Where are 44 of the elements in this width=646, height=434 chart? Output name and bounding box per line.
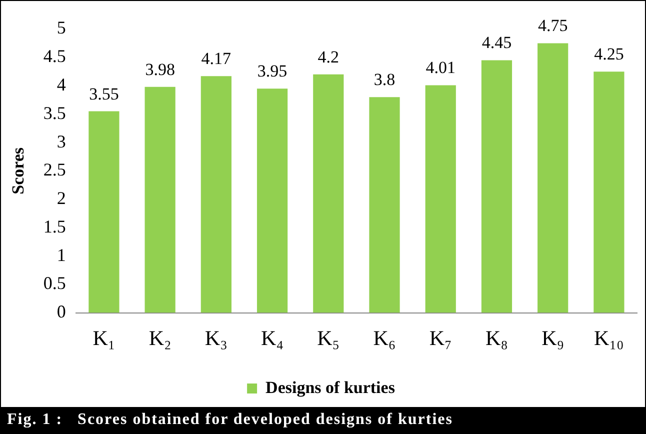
x-tick-label: K₁ <box>92 326 116 350</box>
y-tick-label: 4.5 <box>43 46 66 66</box>
data-label: 3.95 <box>257 62 288 81</box>
data-label: 4.17 <box>201 49 232 68</box>
bar <box>256 88 288 313</box>
x-tick-label: K₃ <box>204 326 228 350</box>
data-label: 4.25 <box>594 44 624 64</box>
data-label: 3.98 <box>145 60 175 79</box>
bar <box>313 74 344 313</box>
x-tick-label: K₅ <box>317 326 340 350</box>
x-tick-label: K₈ <box>485 326 508 350</box>
data-label: 4.2 <box>318 47 340 66</box>
y-tick-label: 5 <box>56 18 66 38</box>
x-tick-label: K₁₀ <box>594 326 624 350</box>
bar <box>369 97 400 313</box>
y-tick-label: 1 <box>56 244 66 265</box>
y-tick-label: 4 <box>56 74 66 94</box>
y-tick-label: 1.5 <box>43 216 66 236</box>
x-tick-label: K₆ <box>373 326 396 350</box>
x-tick-label: K₄ <box>261 326 284 350</box>
y-tick-label: 0 <box>56 302 66 322</box>
x-tick-label: K₉ <box>542 326 564 350</box>
y-tick-label: 0.5 <box>43 273 66 294</box>
x-tick-label: K₂ <box>148 326 172 350</box>
data-label: 3.8 <box>374 70 396 90</box>
y-axis-title: Scores <box>8 147 28 194</box>
bar <box>425 85 456 313</box>
data-label: 4.75 <box>538 16 568 36</box>
caption: Fig. 1 : Scores obtained for developed designs of kurties <box>1 407 645 433</box>
bar <box>594 72 624 313</box>
bar <box>481 60 512 313</box>
bar <box>144 86 176 313</box>
y-tick-label: 2.5 <box>43 160 66 180</box>
y-tick-label: 3.5 <box>43 102 66 123</box>
bar <box>200 76 232 313</box>
bar <box>88 111 120 313</box>
data-label: 3.55 <box>89 84 119 104</box>
y-tick-label: 2 <box>56 188 66 208</box>
bar <box>538 43 568 313</box>
data-label: 4.01 <box>426 58 456 78</box>
x-tick-label: K₇ <box>429 326 452 350</box>
legend-label: Designs of kurties <box>266 378 396 397</box>
data-label: 4.45 <box>482 33 512 52</box>
y-tick-label: 3 <box>56 131 66 152</box>
